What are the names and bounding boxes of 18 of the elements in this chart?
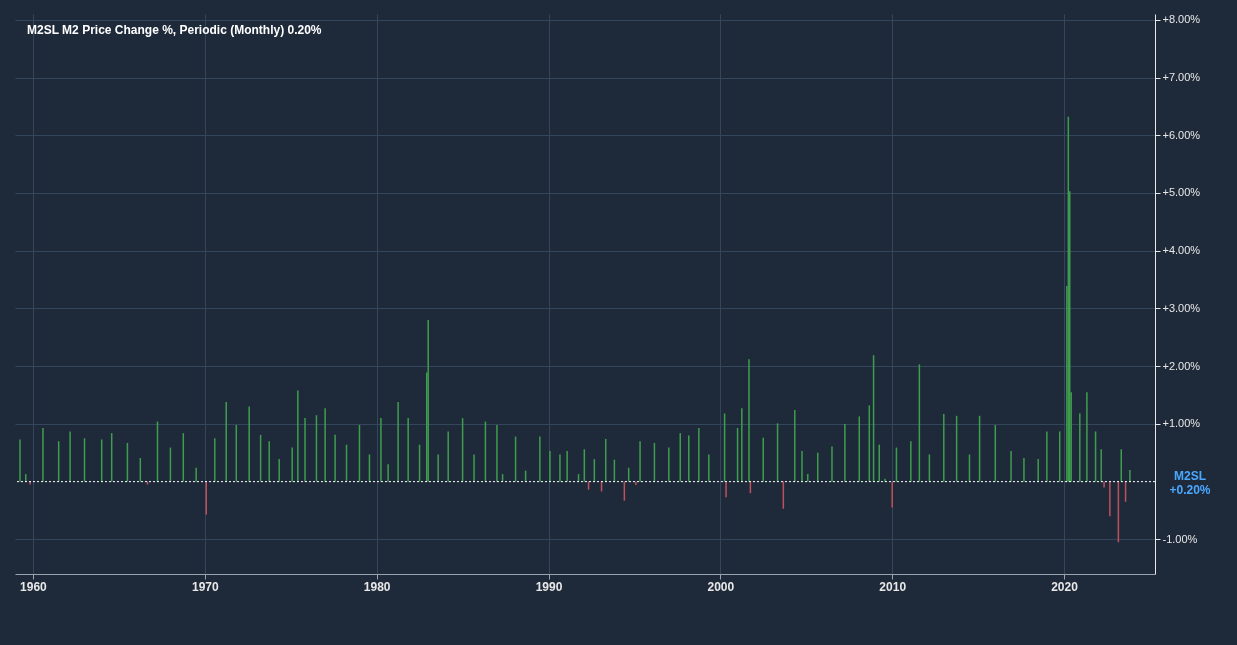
y-tick-label: +4.00% (1162, 244, 1201, 257)
x-tick-label: 1970 (191, 579, 219, 594)
x-tick-label: 1980 (363, 579, 391, 594)
y-tick-label: +1.00% (1162, 417, 1201, 430)
y-tick-label: +5.00% (1162, 186, 1201, 199)
y-tick-label: -1.00% (1162, 532, 1198, 545)
annotation: M2SL M2 Price Change %, Periodic (Monthly) 0.20% (27, 23, 322, 37)
y-tick-label: +6.00% (1162, 128, 1201, 141)
text: M2SL +0.20% (1169, 468, 1211, 497)
x-tick-label: 2020 (1051, 579, 1079, 594)
y-tick-label: +8.00% (1162, 13, 1201, 26)
x-tick-label: 1990 (535, 579, 563, 594)
x-tick-label: 2010 (879, 579, 907, 594)
y-tick-label: +2.00% (1162, 359, 1201, 372)
x-tick-label: 2000 (707, 579, 735, 594)
x-tick-label: 1960 (20, 579, 48, 594)
y-tick-label: +7.00% (1162, 71, 1201, 84)
y-tick-label: +3.00% (1162, 301, 1201, 314)
